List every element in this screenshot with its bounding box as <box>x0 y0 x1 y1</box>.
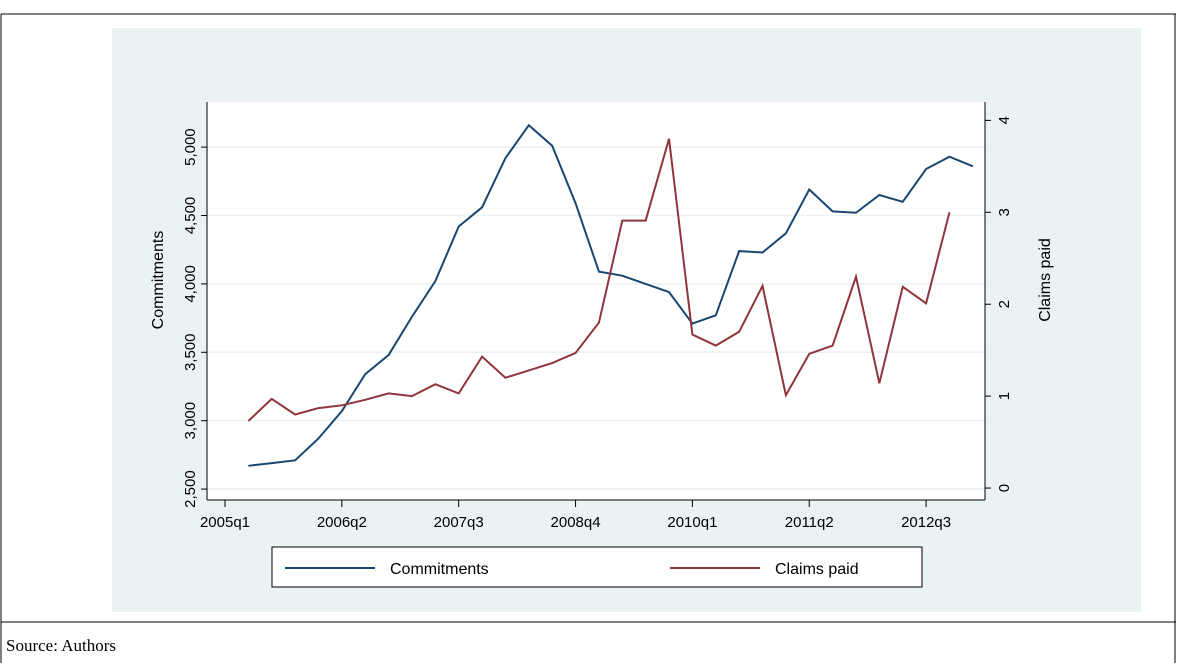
y-axis-label: Commitments <box>150 231 167 330</box>
y-tick-label: 4,500 <box>182 197 199 235</box>
x-tick-label: 2005q1 <box>200 514 250 531</box>
series-line <box>247 138 951 422</box>
legend-label: Commitments <box>390 561 489 578</box>
y-tick-label: 3,500 <box>182 334 199 372</box>
source-note: Source: Authors <box>6 636 116 655</box>
x-tick-label: 2008q4 <box>551 514 601 531</box>
y2-tick-label: 0 <box>996 484 1013 492</box>
y2-tick-label: 2 <box>996 300 1013 308</box>
y2-tick-label: 3 <box>996 208 1013 216</box>
y-tick-label: 4,000 <box>182 265 199 303</box>
legend-label: Claims paid <box>775 561 859 578</box>
x-tick-label: 2012q3 <box>901 514 951 531</box>
x-tick-label: 2011q2 <box>785 514 834 531</box>
y-tick-label: 2,500 <box>182 470 199 508</box>
y2-tick-label: 1 <box>996 392 1013 400</box>
chart: 2,500 3,000 3,500 4,000 4,500 5,000 0 1 2 3 4 2005q… <box>182 102 1013 588</box>
y2-tick-label: 4 <box>996 116 1013 124</box>
x-tick-label: 2010q1 <box>667 514 717 531</box>
y-tick-label: 3,000 <box>182 402 199 440</box>
y2-axis-label: Claims paid <box>1037 238 1054 322</box>
plot-area <box>207 102 985 500</box>
x-tick-label: 2007q3 <box>434 514 484 531</box>
y-tick-label: 5,000 <box>182 128 199 166</box>
legend-box <box>271 546 923 588</box>
x-tick-label: 2006q2 <box>317 514 367 531</box>
